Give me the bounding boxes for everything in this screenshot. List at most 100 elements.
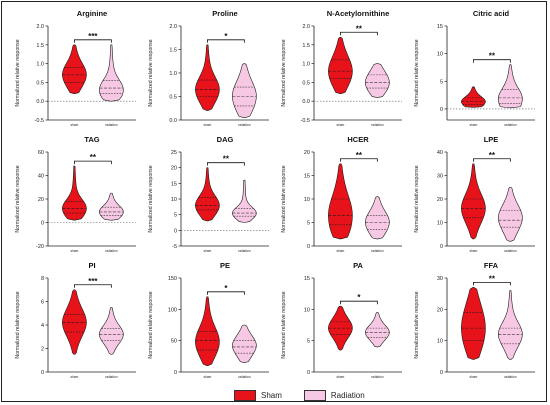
y-axis-label: Normalized relative response	[281, 165, 287, 232]
significance-bracket	[473, 282, 511, 286]
y-tick-label: 1.5	[36, 43, 44, 49]
y-tick-label: 1.0	[36, 62, 44, 68]
y-tick-label: 150	[168, 276, 177, 282]
x-tick-label: radiation	[238, 123, 250, 127]
significance-bracket	[473, 59, 511, 63]
x-tick-label: sham	[204, 249, 212, 253]
y-tick-label: 15	[437, 24, 443, 30]
significance-bracket	[74, 284, 112, 288]
y-axis-label: Normalized relative response	[148, 39, 154, 106]
violin-radiation	[365, 312, 390, 348]
significance-stars: **	[489, 151, 496, 160]
y-tick-label: 50	[171, 339, 177, 345]
y-tick-label: 20	[437, 197, 443, 203]
legend-item-sham: Sham	[234, 389, 282, 401]
violin-radiation	[232, 63, 257, 118]
y-tick-label: 2	[41, 347, 44, 353]
x-tick-label: sham	[71, 249, 79, 253]
y-tick-label: 20	[437, 307, 443, 313]
violin-sham	[62, 44, 87, 94]
significance-bracket	[207, 291, 245, 295]
x-tick-label: radiation	[504, 123, 516, 127]
y-tick-label: 6	[41, 300, 44, 306]
y-tick-label: 10	[304, 307, 310, 313]
violin-panel-1: Arginine Normalized relative response -0.5…	[15, 9, 136, 127]
x-tick-label: sham	[470, 123, 478, 127]
y-tick-label: -0.5	[301, 118, 310, 124]
violin-radiation	[99, 44, 124, 102]
violin-sham	[328, 163, 353, 240]
y-axis-label: Normalized relative response	[281, 39, 287, 106]
violin-panel-12: FFA Normalized relative response 0 10 20 30 sh…	[414, 261, 535, 379]
y-tick-label: 20	[304, 150, 310, 156]
x-tick-label: sham	[337, 123, 345, 127]
violin-sham	[62, 289, 87, 355]
significance-stars: **	[489, 274, 496, 283]
significance-stars: **	[356, 151, 363, 160]
y-tick-label: 10	[304, 197, 310, 203]
y-tick-label: 20	[38, 197, 44, 203]
y-axis-label: Normalized relative response	[414, 291, 420, 358]
y-axis-label: Normalized relative response	[148, 165, 154, 232]
y-tick-label: 2.0	[169, 24, 177, 30]
y-tick-label: 10	[437, 339, 443, 345]
panel-title: LPE	[484, 135, 499, 144]
y-tick-label: 0.0	[36, 99, 44, 105]
violin-radiation	[365, 63, 390, 98]
y-tick-label: 2.0	[36, 24, 44, 30]
panel-title: N-Acetylornithine	[327, 9, 390, 18]
panel-title: DAG	[217, 135, 234, 144]
y-tick-label: 0	[41, 221, 44, 227]
panel-title: PE	[220, 261, 230, 270]
significance-stars: *	[224, 32, 228, 41]
x-tick-label: radiation	[105, 123, 117, 127]
y-tick-label: -20	[36, 244, 44, 250]
y-axis-label: Normalized relative response	[281, 291, 287, 358]
y-tick-label: 5	[307, 221, 310, 227]
significance-stars: *	[357, 293, 361, 302]
y-tick-label: 20	[171, 166, 177, 172]
significance-stars: *	[224, 284, 228, 293]
y-tick-label: 0	[307, 370, 310, 376]
y-tick-label: 0	[174, 228, 177, 234]
panel-title: Citric acid	[473, 9, 510, 18]
violin-panel-9: PI Normalized relative response 0 2 4 6 8 sham r…	[15, 261, 136, 379]
violin-panel-10: PE Normalized relative response 0 50 100 150 s…	[148, 261, 269, 379]
legend-swatch-radiation	[303, 389, 326, 401]
y-axis-label: Normalized relative response	[15, 165, 21, 232]
x-tick-label: radiation	[238, 249, 250, 253]
x-tick-label: radiation	[105, 249, 117, 253]
y-tick-label: 0	[440, 107, 443, 113]
violin-radiation	[365, 196, 390, 240]
x-tick-label: sham	[470, 249, 478, 253]
panel-title: Proline	[212, 9, 237, 18]
y-tick-label: 0.5	[169, 95, 177, 101]
violin-panel-5: TAG Normalized relative response -20 0 20 40 6…	[15, 135, 136, 253]
x-tick-label: sham	[337, 375, 345, 379]
y-axis-label: Normalized relative response	[15, 39, 21, 106]
violin-radiation	[99, 192, 124, 221]
x-tick-label: radiation	[105, 375, 117, 379]
x-tick-label: sham	[204, 375, 212, 379]
y-tick-label: 30	[437, 174, 443, 180]
x-tick-label: radiation	[371, 375, 383, 379]
x-tick-label: radiation	[371, 249, 383, 253]
violin-sham	[195, 44, 220, 111]
y-tick-label: 0	[440, 370, 443, 376]
significance-stars: ***	[88, 32, 98, 41]
x-tick-label: radiation	[504, 375, 516, 379]
legend: Sham Radiation	[234, 387, 379, 403]
violin-radiation	[498, 186, 523, 242]
y-tick-label: 4	[41, 323, 44, 329]
significance-stars: ***	[88, 277, 98, 286]
violin-panel-3: N-Acetylornithine Normalized relative res…	[281, 9, 402, 127]
significance-stars: **	[356, 24, 363, 33]
y-tick-label: 30	[437, 276, 443, 282]
y-tick-label: 0.0	[169, 118, 177, 124]
significance-stars: **	[489, 52, 496, 61]
y-axis-label: Normalized relative response	[414, 165, 420, 232]
y-tick-label: 15	[304, 276, 310, 282]
y-tick-label: 60	[38, 150, 44, 156]
significance-bracket	[74, 160, 112, 165]
legend-item-radiation: Radiation	[303, 389, 365, 401]
